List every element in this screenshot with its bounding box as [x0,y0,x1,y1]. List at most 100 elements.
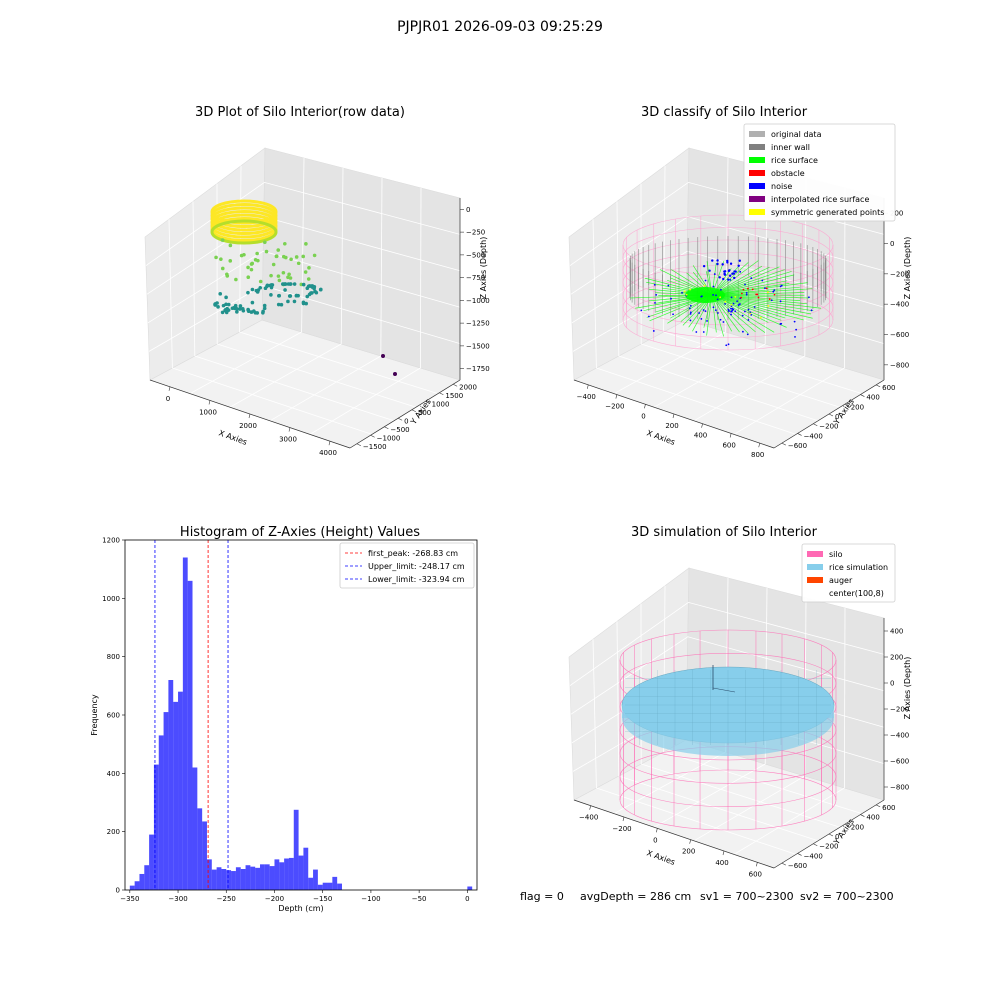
noise-point [795,328,798,331]
histogram-bars [129,557,473,890]
raw-point [393,372,397,376]
rice-surface-core [685,287,725,303]
rice-surface-points [711,282,808,296]
panel2-wall-gridline [616,201,620,357]
raw-point [292,299,297,304]
panel1-xlabel: X Axies [217,428,248,447]
histogram-y-tick-label: 1200 [102,537,120,545]
panel2-legend-swatch [749,157,765,163]
noise-point [808,296,810,299]
panel1-floor-gridline [309,367,421,435]
noise-point [732,302,735,305]
noise-point [732,308,735,311]
panel1-y-axis-line [349,379,461,449]
noise-point [730,310,732,313]
panel1-x-tick [328,441,331,446]
noise-point [681,291,683,294]
panel1-x-tick-label: 4000 [319,449,337,457]
raw-point [238,304,243,308]
noise-point [780,322,783,325]
noise-point [702,309,705,311]
panel2-wall-gridline [571,250,885,324]
raw-point [241,308,246,313]
histogram-x-tick-label: −50 [412,895,427,903]
panel4-x-tick-label: 0 [653,836,657,844]
raw-point [269,283,274,287]
panel4-z-tick-label: −400 [890,732,909,740]
panel1-z-tick-label: −1250 [466,320,490,328]
histogram-bar [317,884,323,890]
rice-surface-points [711,274,795,296]
noise-point [719,318,722,321]
noise-point [689,319,692,322]
panel2-x-tick [701,423,703,428]
panel4-x-tick [622,816,625,822]
noise-point [652,330,655,332]
panel2-wall-gridline [663,165,666,333]
panel4-wall-gridline [844,607,846,789]
raw-point [274,254,279,258]
raw-point [246,265,250,270]
rice-surface-points [711,294,782,321]
panel4-z-tick-label: −200 [890,706,909,714]
histogram-legend-label: Upper_limit: -248.17 cm [368,562,465,571]
raw-point [235,307,239,311]
noise-point [712,306,715,309]
panel1-y-tick-label: 1000 [432,400,450,408]
raw-point [312,286,316,291]
histogram-y-tick-label: 200 [107,828,120,836]
symmetric-point [703,284,706,287]
panel2-y-tick [860,394,865,397]
histogram-bar [134,881,140,890]
panel2-x-tick-label: 600 [722,441,735,449]
rice-surface-points [711,266,770,296]
noise-point [704,310,707,312]
noise-point [715,294,717,297]
panel2-x-tick-label: 0 [641,412,645,420]
histogram-bar [182,557,188,890]
raw-point [263,240,267,245]
panel4-x-tick [756,862,758,867]
panel1-y-tick [370,434,375,438]
panel1-title: 3D Plot of Silo Interior(row data) [195,105,405,120]
noise-point [689,312,692,315]
raw-point [281,254,286,259]
raw-point [301,282,306,287]
raw-point [286,299,290,304]
histogram-legend-label: first_peak: -268.83 cm [368,549,458,558]
panel4-legend-label: center(100,8) [829,589,884,598]
histogram-bar [216,867,222,890]
panel2-y-tick-label: 0 [835,413,839,421]
panel2-x-tick [586,384,589,389]
noise-point [672,313,674,316]
panel1-y-tick [425,400,430,404]
noise-point [739,270,742,273]
symmetric-point [724,300,727,303]
raw-point [228,259,233,263]
noise-point [719,288,722,291]
noise-point [730,307,732,310]
raw-point [265,284,269,289]
panel4-legend-swatch [807,551,823,557]
rice-surface-points [711,294,786,319]
symmetric-point [683,290,686,293]
raw-point [255,251,259,256]
panel1-y-tick [356,443,362,447]
raw-point [220,266,225,271]
panel1-wall-gridline [147,250,461,324]
raw-point [303,270,308,274]
histogram-bar [264,864,270,890]
panel1-y-tick-label: 500 [418,409,431,417]
panel2-legend-label: noise [771,182,792,191]
noise-point [722,277,725,281]
panel2-floor-gridline [596,367,797,435]
obstacle-point [742,288,745,291]
panel2-y-tick [844,404,849,407]
raw-point [258,279,263,284]
panel1-z-tick-label: −750 [466,274,485,282]
panel4-wall-gridline [592,639,597,789]
rice-surface-points [711,294,813,319]
noise-point [780,284,783,287]
footer-sv1: sv1 = 700~2300 [700,890,794,903]
panel2-legend-label: interpolated rice surface [771,195,869,204]
